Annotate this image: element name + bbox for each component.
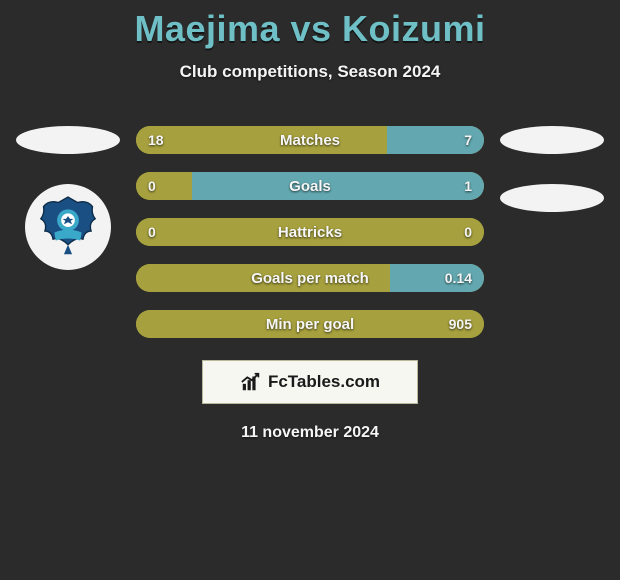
stat-bar: 01Goals (136, 172, 484, 200)
bar-value-right: 905 (449, 310, 472, 338)
bar-value-left: 0 (148, 218, 156, 246)
infographic-container: Maejima vs Koizumi Club competitions, Se… (0, 0, 620, 442)
stat-bar: 905Min per goal (136, 310, 484, 338)
brand-chart-icon (240, 371, 262, 393)
right-side-column (492, 126, 612, 212)
bar-value-right: 0 (464, 218, 472, 246)
bar-value-right: 0.14 (445, 264, 472, 292)
right-second-oval (500, 184, 604, 212)
bar-value-right: 1 (464, 172, 472, 200)
brand-text: FcTables.com (268, 372, 380, 392)
page-title: Maejima vs Koizumi (0, 8, 620, 50)
left-player-oval (16, 126, 120, 154)
stat-bar: 187Matches (136, 126, 484, 154)
stat-bar: 00Hattricks (136, 218, 484, 246)
bar-segment-right (192, 172, 484, 200)
bar-segment-left (136, 172, 192, 200)
bar-value-left: 18 (148, 126, 164, 154)
left-side-column (8, 126, 128, 270)
main-row: 187Matches01Goals00Hattricks0.14Goals pe… (0, 126, 620, 338)
bar-segment-left (136, 310, 484, 338)
bar-value-left: 0 (148, 172, 156, 200)
bar-segment-left (136, 126, 387, 154)
bar-segment-left (136, 264, 390, 292)
bar-value-right: 7 (464, 126, 472, 154)
crest-icon (34, 193, 102, 261)
stat-bar: 0.14Goals per match (136, 264, 484, 292)
bar-segment-left (136, 218, 484, 246)
stats-bars: 187Matches01Goals00Hattricks0.14Goals pe… (128, 126, 492, 338)
subtitle: Club competitions, Season 2024 (0, 62, 620, 82)
date-line: 11 november 2024 (0, 424, 620, 442)
brand-box[interactable]: FcTables.com (202, 360, 418, 404)
right-player-oval (500, 126, 604, 154)
left-club-badge (25, 184, 111, 270)
